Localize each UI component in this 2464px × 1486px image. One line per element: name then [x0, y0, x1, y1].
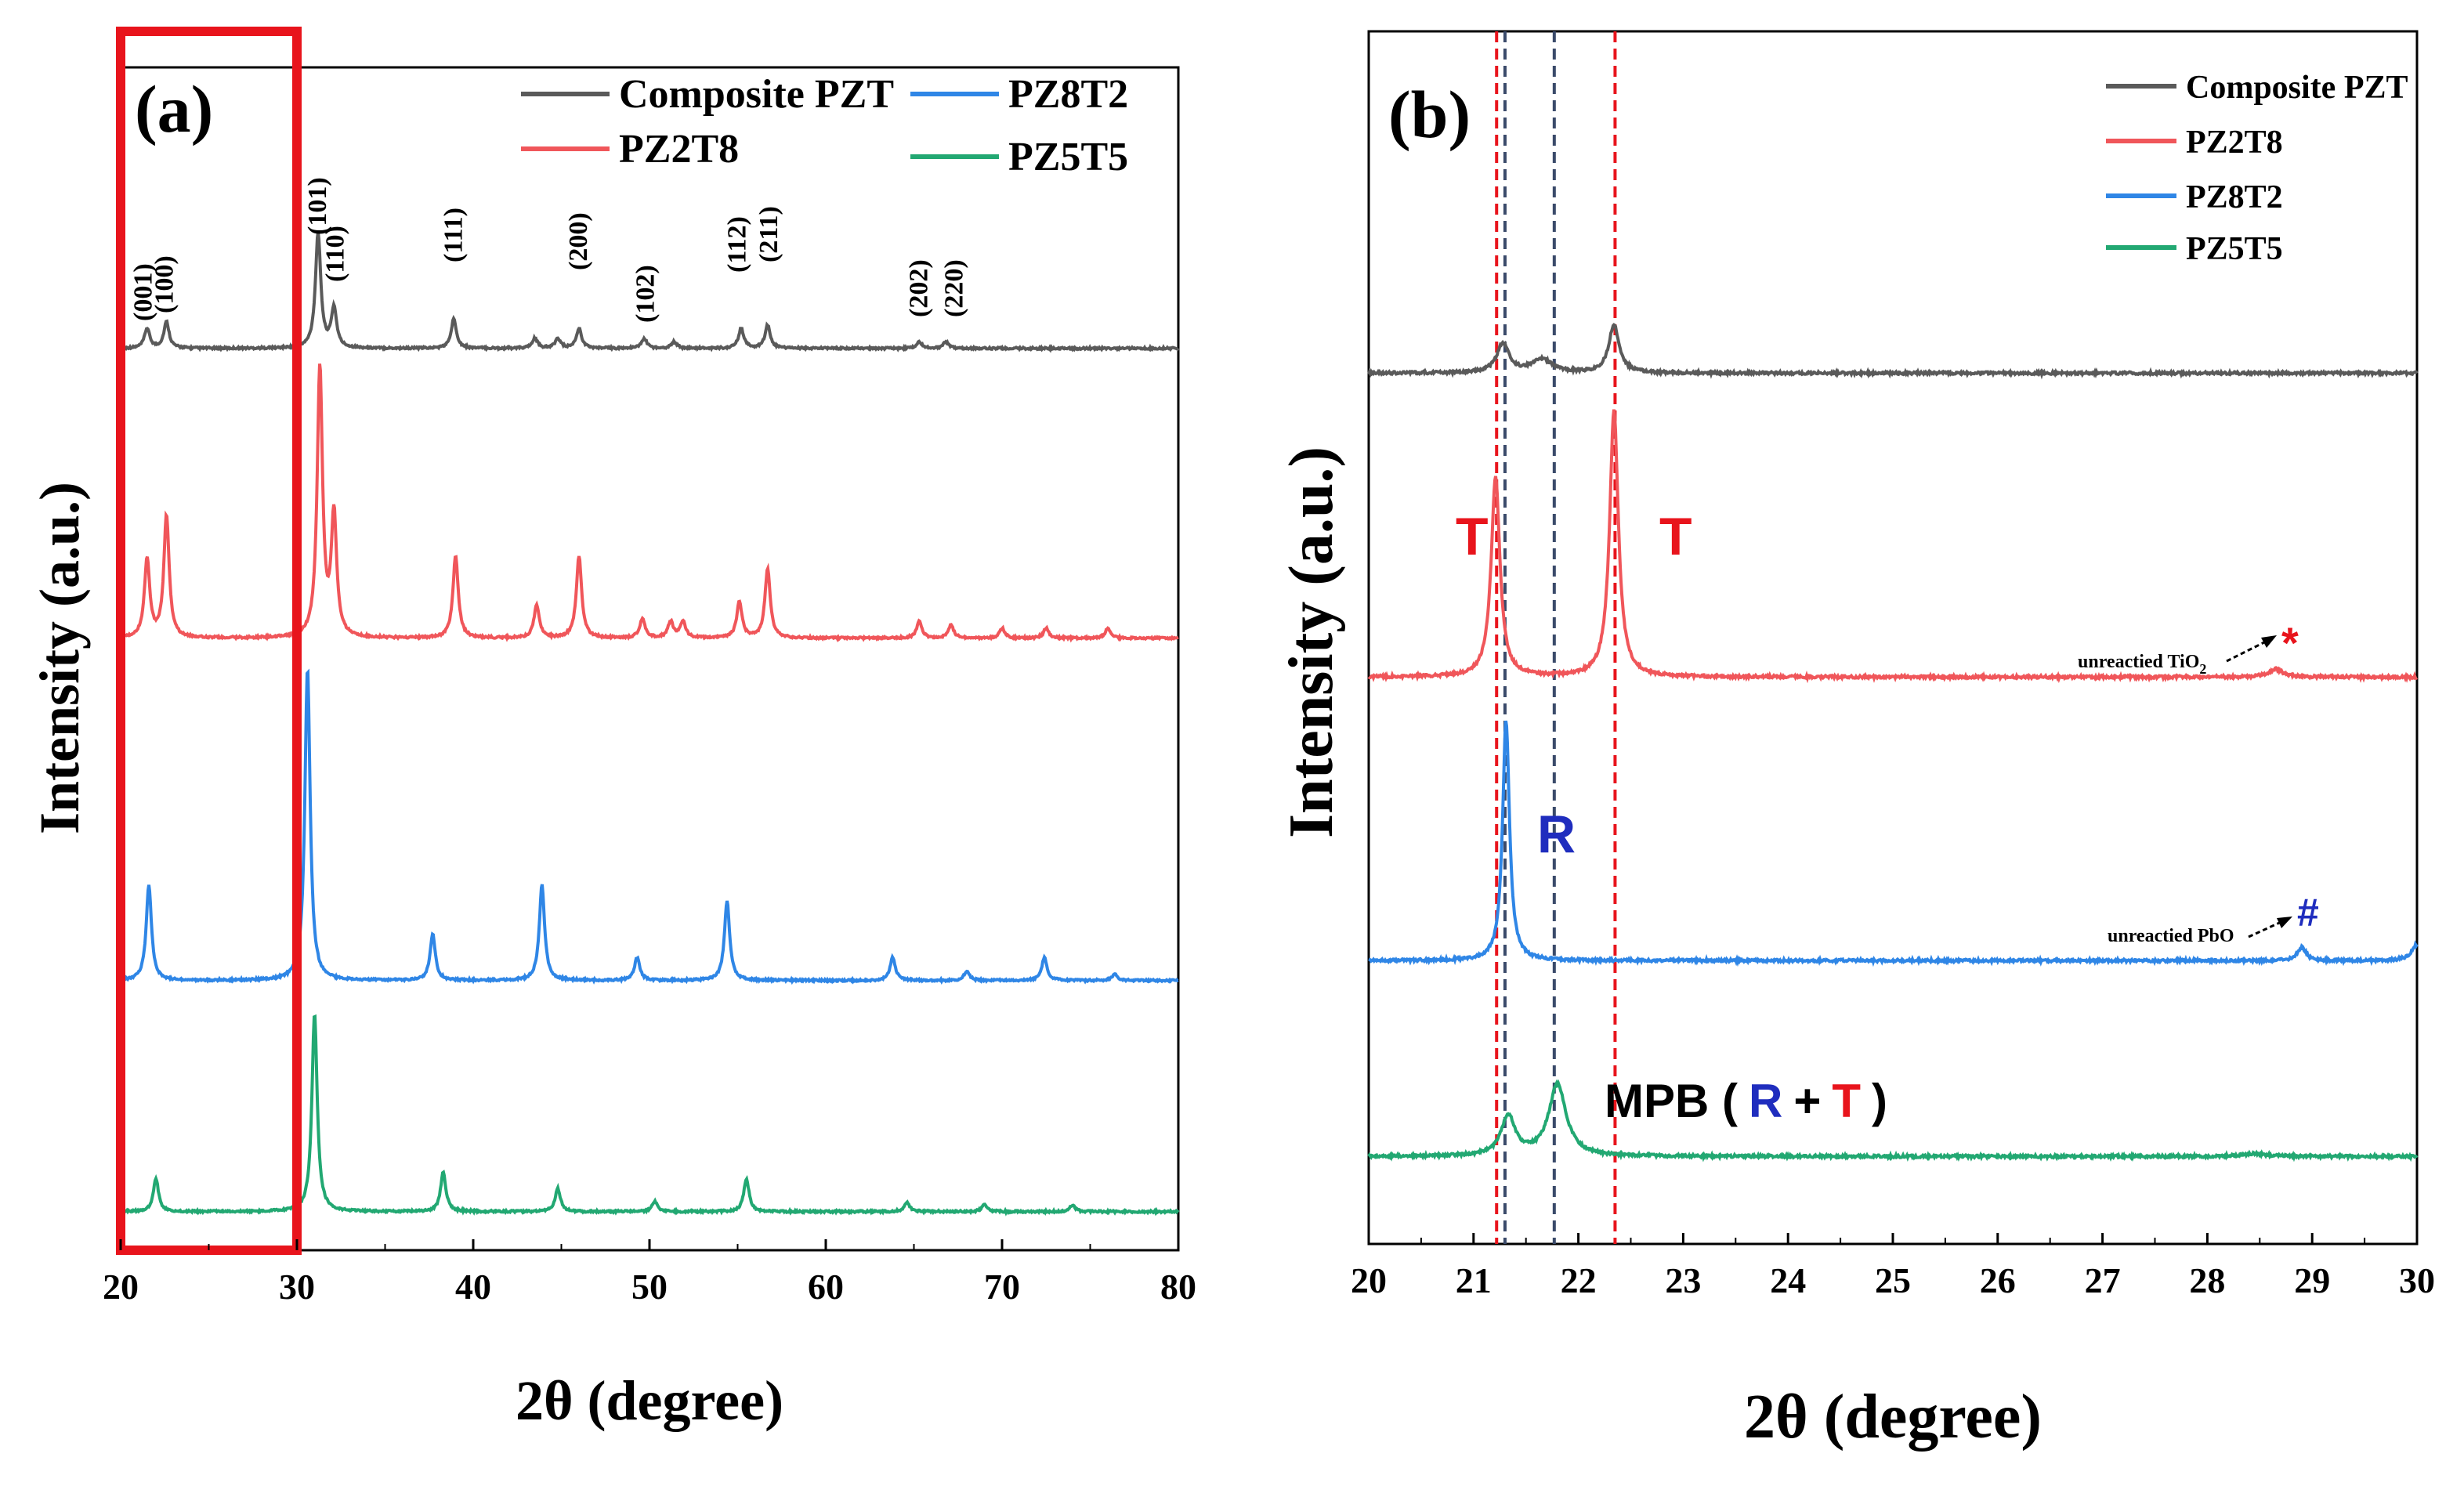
pbo-arrow	[2248, 919, 2285, 938]
miller-index-label: (110)	[321, 226, 350, 282]
panel-b: 20 21 22 23 24 25 26 27 28 29 30 (b) Composite PZT…	[1277, 30, 2435, 1452]
x-tick-label: 27	[2085, 1260, 2121, 1300]
miller-index-label: (001)	[128, 263, 157, 321]
y-axis-label-b: Intensity (a.u.)	[1277, 447, 1346, 838]
unreacted-pbo-label: unreactied PbO	[2108, 926, 2234, 946]
miller-index-label: (202)	[904, 259, 933, 317]
x-ticks-a: 20 30 40 50 60 70 80	[103, 1239, 1196, 1307]
phase-label-t-left: T	[1456, 507, 1489, 566]
x-tick-label: 60	[808, 1267, 844, 1307]
phase-label-t-right: T	[1659, 507, 1692, 566]
legend-label-pz5t5-b: PZ5T5	[2186, 231, 2283, 267]
legend-label-pz2t8: PZ2T8	[619, 127, 739, 172]
x-tick-label: 29	[2294, 1260, 2330, 1300]
series-line-pz5t5	[119, 1014, 1180, 1217]
x-tick-label: 26	[1980, 1260, 2016, 1300]
legend-label-pz5t5: PZ5T5	[1008, 135, 1128, 179]
x-tick-label: 24	[1770, 1260, 1806, 1300]
x-tick-label: 22	[1561, 1260, 1597, 1300]
miller-index-label: (200)	[564, 212, 593, 270]
miller-index-label: (211)	[754, 206, 783, 262]
x-tick-label: 20	[1351, 1260, 1387, 1300]
x-axis-label-a: 2θ (degree)	[516, 1369, 783, 1432]
legend-label-composite-b: Composite PZT	[2186, 70, 2408, 106]
legend-label-composite: Composite PZT	[619, 72, 894, 117]
unreacted-tio2-label: unreactied TiO2	[2078, 652, 2206, 677]
tio2-arrow	[2226, 638, 2270, 663]
x-tick-label: 30	[279, 1267, 315, 1307]
tio2-arrowhead	[2261, 635, 2277, 648]
series-group-a	[119, 231, 1180, 1217]
highlight-box	[116, 27, 302, 1255]
x-tick-label: 50	[631, 1267, 668, 1307]
panel-label-a: (a)	[135, 71, 213, 146]
x-tick-label: 25	[1875, 1260, 1911, 1300]
x-ticks-b: 20 21 22 23 24 25 26 27 28 29 30	[1351, 1233, 2435, 1300]
series-line-b-pz5t5	[1367, 1079, 2419, 1162]
miller-index-label: (220)	[939, 259, 968, 317]
series-line-pz8t2	[120, 668, 1179, 985]
x-tick-label: 30	[2399, 1260, 2435, 1300]
y-axis-label-a: Intensity (a.u.)	[28, 482, 91, 834]
miller-index-label: (100)	[150, 255, 179, 313]
tio2-marker: *	[2281, 618, 2299, 667]
miller-index-label: (112)	[723, 216, 752, 273]
legend-label-pz8t2: PZ8T2	[1008, 72, 1128, 117]
x-tick-label: 40	[455, 1267, 491, 1307]
panel-a: 20 30 40 50 60 70 80 (001)(100) (101)(110) (111)…	[28, 27, 1196, 1432]
x-tick-label: 20	[103, 1267, 139, 1307]
miller-index-label: (102)	[631, 265, 660, 323]
legend-label-pz8t2-b: PZ8T2	[2186, 179, 2283, 215]
x-tick-label: 23	[1665, 1260, 1701, 1300]
series-group-b	[1367, 323, 2419, 1162]
x-tick-label: 21	[1456, 1260, 1492, 1300]
pbo-arrowhead	[2277, 917, 2292, 928]
series-line-pz2t8	[119, 363, 1179, 643]
pbo-marker: #	[2297, 891, 2319, 935]
miller-indices: (001)(100) (101)(110) (111) (200) (102) (112)…	[128, 177, 968, 323]
mpb-label: MPB (R + T)	[1605, 1075, 1887, 1127]
series-line-b-pz2t8	[1367, 409, 2419, 684]
x-tick-label: 28	[2189, 1260, 2225, 1300]
x-axis-label-b: 2θ (degree)	[1744, 1383, 2042, 1452]
series-line-b-pz8t2	[1368, 720, 2419, 967]
reference-lines	[1495, 31, 1617, 1244]
legend-a: Composite PZT PZ8T2 PZ2T8 PZ5T5	[521, 72, 1128, 179]
legend-b: Composite PZT PZ2T8 PZ8T2 PZ5T5	[2106, 70, 2408, 267]
x-tick-label: 80	[1160, 1267, 1196, 1307]
legend-label-pz2t8-b: PZ2T8	[2186, 125, 2283, 161]
miller-index-label: (101)	[303, 177, 332, 235]
miller-index-label: (111)	[439, 208, 468, 262]
phase-label-r: R	[1537, 804, 1576, 864]
x-tick-label: 70	[984, 1267, 1020, 1307]
plot-frame-a	[119, 66, 1180, 1252]
series-line-b-composite-pzt	[1367, 323, 2419, 380]
panel-label-b: (b)	[1388, 77, 1471, 152]
